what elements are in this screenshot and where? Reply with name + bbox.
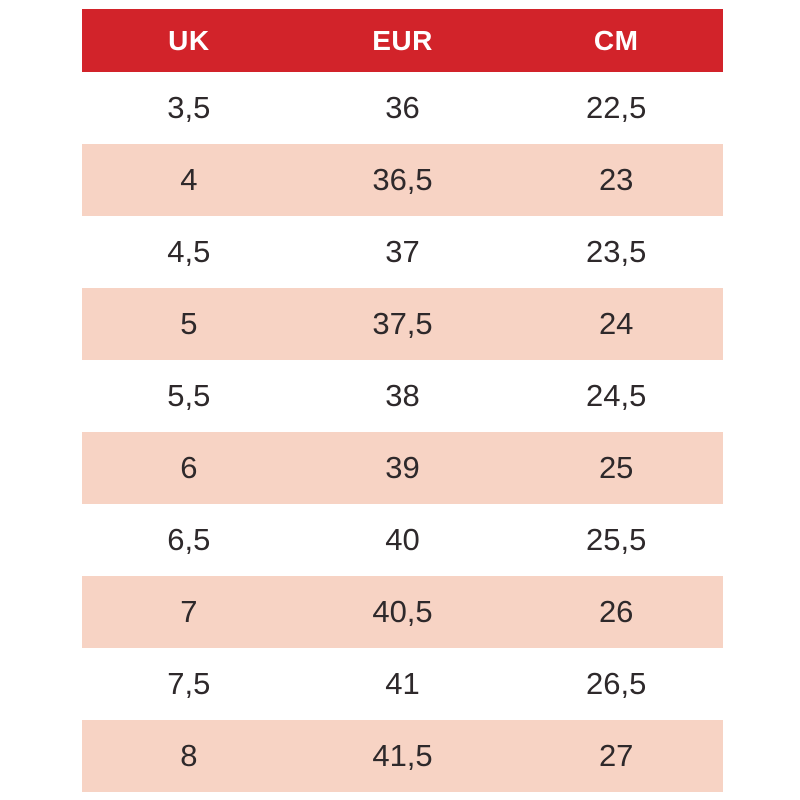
table-row: 3,5 36 22,5 xyxy=(82,72,723,144)
table-cell: 41 xyxy=(385,666,420,701)
table-cell: 5,5 xyxy=(167,378,211,413)
table-cell: 4 xyxy=(180,162,198,197)
table-row: 7,5 41 26,5 xyxy=(82,648,723,720)
table-cell: 25,5 xyxy=(586,522,647,557)
table-cell: 7 xyxy=(180,594,198,629)
table-cell: 8 xyxy=(180,738,198,773)
table-cell: 26 xyxy=(598,594,634,629)
size-conversion-table: UK EUR CM 3,5 36 22,5 4 36,5 23 4,5 37 2… xyxy=(82,9,723,792)
table-cell: 39 xyxy=(385,450,420,485)
column-header-eur: EUR xyxy=(372,24,433,56)
table-row: 5,5 38 24,5 xyxy=(82,360,723,432)
table-cell: 23,5 xyxy=(586,234,647,269)
table-row: 4,5 37 23,5 xyxy=(82,216,723,288)
table-cell: 22,5 xyxy=(586,90,647,125)
table-cell: 26,5 xyxy=(586,666,647,701)
table-cell: 41,5 xyxy=(372,738,433,773)
table-cell: 36,5 xyxy=(372,162,433,197)
table-cell: 6 xyxy=(180,450,198,485)
table-cell: 37,5 xyxy=(372,306,433,341)
table-body: 3,5 36 22,5 4 36,5 23 4,5 37 23,5 5 37,5… xyxy=(82,72,723,792)
table-row: 6,5 40 25,5 xyxy=(82,504,723,576)
table-cell: 3,5 xyxy=(167,90,211,125)
table-row: 8 41,5 27 xyxy=(82,720,723,792)
table-header-row: UK EUR CM xyxy=(82,9,723,72)
table-cell: 40 xyxy=(385,522,420,557)
table-row: 6 39 25 xyxy=(82,432,723,504)
table-cell: 36 xyxy=(385,90,420,125)
table-cell: 24,5 xyxy=(586,378,647,413)
table-cell: 4,5 xyxy=(167,234,211,269)
table-cell: 38 xyxy=(385,378,420,413)
table-cell: 25 xyxy=(598,450,634,485)
table-cell: 7,5 xyxy=(167,666,211,701)
table-cell: 37 xyxy=(385,234,420,269)
table-cell: 24 xyxy=(598,306,634,341)
table-cell: 6,5 xyxy=(167,522,211,557)
table-row: 5 37,5 24 xyxy=(82,288,723,360)
table-cell: 23 xyxy=(598,162,634,197)
column-header-uk: UK xyxy=(168,24,210,56)
table-row: 4 36,5 23 xyxy=(82,144,723,216)
table-cell: 27 xyxy=(598,738,634,773)
table-cell: 5 xyxy=(180,306,198,341)
column-header-cm: CM xyxy=(593,24,639,56)
table-row: 7 40,5 26 xyxy=(82,576,723,648)
table-cell: 40,5 xyxy=(372,594,433,629)
